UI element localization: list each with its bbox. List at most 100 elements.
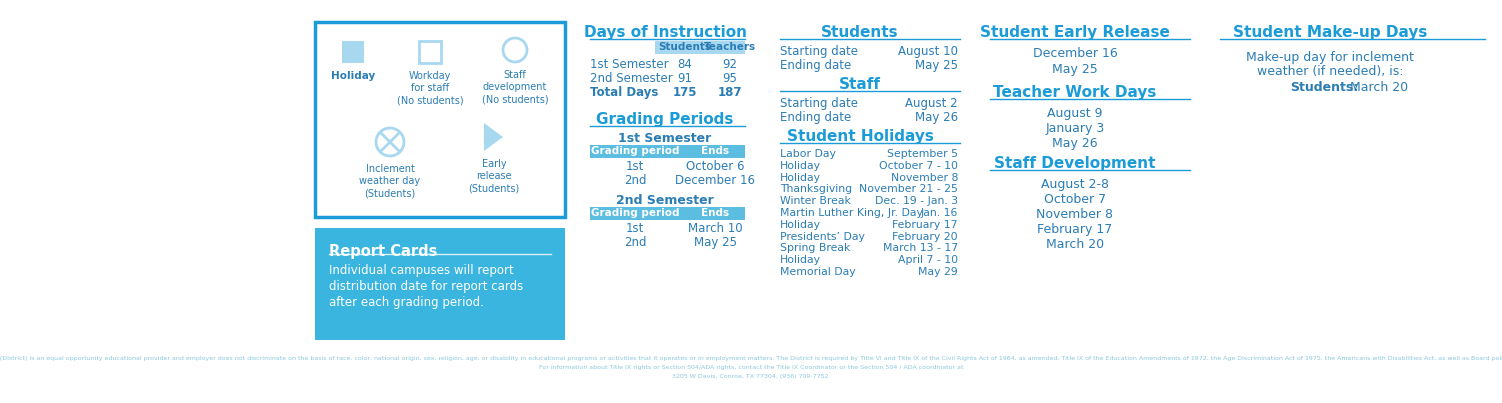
Text: 92: 92 — [722, 58, 737, 71]
Text: December 16: December 16 — [674, 174, 756, 187]
Text: For information about Title IX rights or Section 504/ADA rights, contact the Tit: For information about Title IX rights or… — [539, 365, 963, 370]
Text: 95: 95 — [722, 72, 737, 85]
Text: Student Early Release: Student Early Release — [981, 25, 1170, 40]
Text: Holiday: Holiday — [780, 220, 822, 230]
Text: 2nd Semester: 2nd Semester — [616, 194, 713, 207]
Text: Teachers: Teachers — [704, 42, 756, 52]
Text: Ending date: Ending date — [780, 111, 852, 124]
Text: Grading Periods: Grading Periods — [596, 112, 733, 127]
Text: December 16: December 16 — [1033, 47, 1117, 60]
Text: weather (if needed), is:: weather (if needed), is: — [1257, 65, 1403, 78]
Text: after each grading period.: after each grading period. — [329, 296, 484, 309]
Text: Holiday: Holiday — [780, 172, 822, 183]
Text: Staff: Staff — [840, 77, 882, 92]
Text: May 25: May 25 — [1051, 63, 1098, 76]
Text: May 25: May 25 — [694, 236, 736, 249]
Text: Ends: Ends — [701, 146, 728, 156]
Text: Student Holidays: Student Holidays — [787, 129, 933, 144]
Text: May 29: May 29 — [918, 267, 958, 277]
Text: Staff Development: Staff Development — [994, 156, 1155, 171]
Polygon shape — [484, 123, 503, 151]
Text: October 7: October 7 — [1044, 193, 1105, 206]
Text: Teacher Work Days: Teacher Work Days — [993, 85, 1157, 100]
Text: May 26: May 26 — [1053, 137, 1098, 150]
FancyBboxPatch shape — [315, 228, 565, 340]
Text: April 7 - 10: April 7 - 10 — [898, 255, 958, 265]
Text: 2nd Semester: 2nd Semester — [590, 72, 673, 85]
Text: Holiday: Holiday — [780, 255, 822, 265]
Text: Holiday: Holiday — [330, 71, 376, 81]
Circle shape — [376, 128, 404, 156]
Text: Holiday: Holiday — [780, 161, 822, 171]
Text: February 17: February 17 — [1038, 223, 1113, 236]
Bar — [419, 41, 442, 63]
Text: August 2: August 2 — [906, 97, 958, 110]
Text: 2nd: 2nd — [623, 236, 646, 249]
Text: The Conroe Independent School District (District) is an equal opportunity educat: The Conroe Independent School District (… — [0, 356, 1502, 361]
Text: March 20: March 20 — [1350, 81, 1409, 94]
Text: Winter Break: Winter Break — [780, 196, 850, 206]
Text: Report Cards: Report Cards — [329, 244, 437, 259]
Text: 3205 W Davis, Conroe, TX 77304, (936) 709-7752.: 3205 W Davis, Conroe, TX 77304, (936) 70… — [671, 374, 831, 379]
Text: November 21 - 25: November 21 - 25 — [859, 185, 958, 194]
Text: Grading period: Grading period — [590, 208, 679, 218]
Text: October 6: October 6 — [686, 160, 745, 173]
Text: Dec. 19 - Jan. 3: Dec. 19 - Jan. 3 — [874, 196, 958, 206]
Text: 2nd: 2nd — [623, 174, 646, 187]
Text: March 20: March 20 — [1045, 238, 1104, 251]
Text: 1st: 1st — [626, 222, 644, 235]
Text: Students:: Students: — [1290, 81, 1358, 94]
Text: Labor Day: Labor Day — [780, 149, 837, 159]
Text: 1st Semester: 1st Semester — [590, 58, 668, 71]
Text: Memorial Day: Memorial Day — [780, 267, 856, 277]
Bar — [590, 145, 745, 158]
Text: Students: Students — [822, 25, 898, 40]
Text: Individual campuses will report: Individual campuses will report — [329, 264, 514, 277]
Text: distribution date for report cards: distribution date for report cards — [329, 280, 523, 293]
Text: Thanksgiving: Thanksgiving — [780, 185, 852, 194]
Text: February 17: February 17 — [892, 220, 958, 230]
Text: November 8: November 8 — [891, 172, 958, 183]
Text: Presidents’ Day: Presidents’ Day — [780, 232, 865, 242]
Text: 187: 187 — [718, 86, 742, 99]
Text: Ending date: Ending date — [780, 59, 852, 72]
Circle shape — [503, 38, 527, 62]
Text: Ends: Ends — [701, 208, 728, 218]
Text: Workday
for staff
(No students): Workday for staff (No students) — [397, 71, 463, 106]
Text: September 5: September 5 — [888, 149, 958, 159]
Text: May 26: May 26 — [915, 111, 958, 124]
Text: Make-up day for inclement: Make-up day for inclement — [1247, 51, 1413, 64]
Text: Days of Instruction: Days of Instruction — [583, 25, 746, 40]
Text: October 7 - 10: October 7 - 10 — [879, 161, 958, 171]
Text: 84: 84 — [677, 58, 692, 71]
Bar — [655, 41, 745, 54]
Text: 91: 91 — [677, 72, 692, 85]
Text: March 10: March 10 — [688, 222, 742, 235]
Text: August 10: August 10 — [898, 45, 958, 58]
Text: Inclement
weather day
(Students): Inclement weather day (Students) — [359, 164, 421, 199]
Text: November 8: November 8 — [1036, 208, 1113, 221]
Text: 1st Semester: 1st Semester — [619, 132, 712, 145]
Text: January 3: January 3 — [1045, 122, 1104, 135]
Text: 1st: 1st — [626, 160, 644, 173]
Text: Grading period: Grading period — [590, 146, 679, 156]
Text: Staff
development
(No students): Staff development (No students) — [482, 70, 548, 105]
Text: August 9: August 9 — [1047, 107, 1102, 120]
Text: August 2-8: August 2-8 — [1041, 178, 1108, 191]
Text: 175: 175 — [673, 86, 697, 99]
Text: March 13 - 17: March 13 - 17 — [883, 243, 958, 253]
Text: Starting date: Starting date — [780, 97, 858, 110]
Bar — [590, 207, 745, 220]
Text: Martin Luther King, Jr. Day: Martin Luther King, Jr. Day — [780, 208, 922, 218]
Text: Jan. 16: Jan. 16 — [921, 208, 958, 218]
Text: Total Days: Total Days — [590, 86, 658, 99]
Text: February 20: February 20 — [892, 232, 958, 242]
FancyBboxPatch shape — [315, 22, 565, 217]
Text: Spring Break: Spring Break — [780, 243, 850, 253]
Text: Students: Students — [658, 42, 712, 52]
Text: Student Make-up Days: Student Make-up Days — [1233, 25, 1427, 40]
Text: May 25: May 25 — [915, 59, 958, 72]
Text: Early
release
(Students): Early release (Students) — [469, 159, 520, 194]
Text: Starting date: Starting date — [780, 45, 858, 58]
Bar — [342, 41, 363, 63]
